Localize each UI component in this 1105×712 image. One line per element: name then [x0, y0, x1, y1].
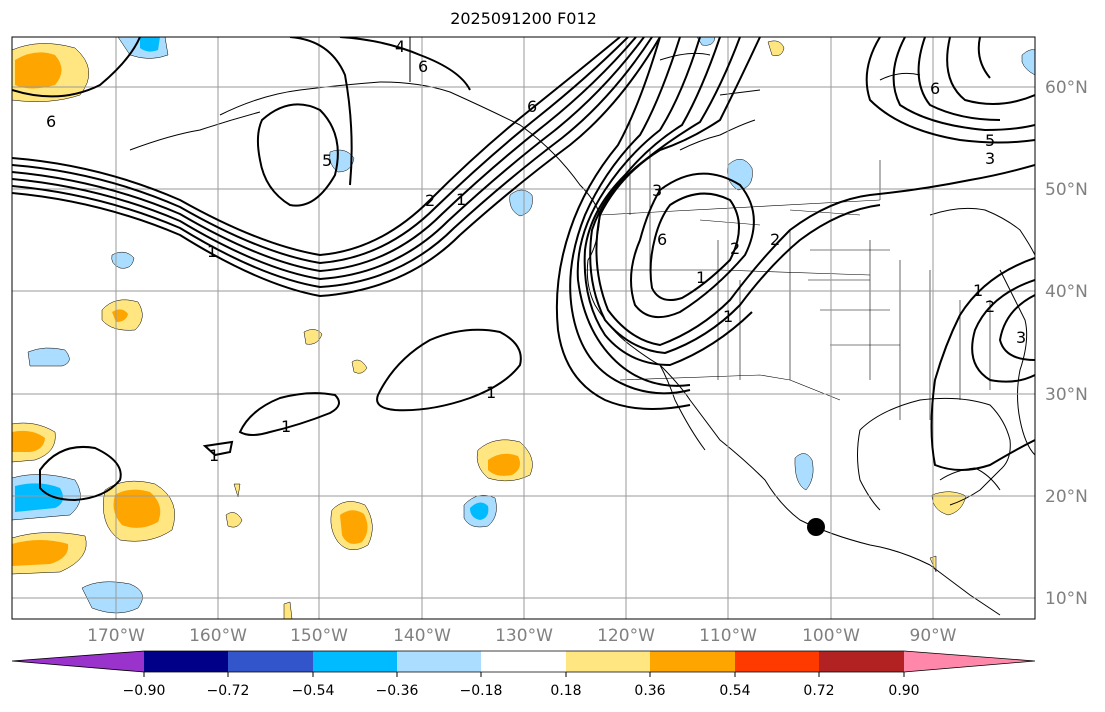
colorbar-segment — [566, 651, 651, 672]
colorbar-segment — [735, 651, 820, 672]
contour-label: 1 — [209, 446, 219, 465]
contour-label: 1 — [207, 242, 217, 261]
longitude-label: 150°W — [290, 626, 348, 646]
colorbar-tick-label: −0.54 — [291, 683, 335, 699]
colorbar-tick-label: 0.54 — [719, 683, 751, 699]
contour-lines — [12, 37, 1035, 502]
contour-label-group: 4 6 6 5 6 2 1 1 1 1 1 1 3 6 2 1 2 6 5 3 … — [46, 37, 1026, 465]
contour-label: 3 — [652, 181, 662, 200]
contour-label: 1 — [696, 268, 706, 287]
colorbar-segment — [481, 651, 566, 672]
contour-label: 1 — [281, 417, 291, 436]
colorbar-tick-label: −0.36 — [375, 683, 419, 699]
contour-label: 1 — [456, 190, 466, 209]
colorbar-left-extend — [12, 651, 144, 672]
contour-label: 2 — [425, 191, 435, 210]
longitude-label: 110°W — [699, 626, 757, 646]
colorbar-tick-label: 0.18 — [550, 683, 582, 699]
contour-label: 6 — [527, 97, 537, 116]
colorbar — [11, 650, 1036, 677]
latitude-label: 60°N — [1045, 78, 1088, 98]
contour-label: 2 — [730, 239, 740, 258]
contour-label: 1 — [486, 383, 496, 402]
latitude-label: 20°N — [1045, 487, 1088, 507]
colorbar-segment — [650, 651, 735, 672]
location-marker — [807, 518, 825, 536]
colorbar-segment — [144, 651, 229, 672]
contour-label: 2 — [985, 297, 995, 316]
colorbar-segment — [397, 651, 482, 672]
latitude-label: 30°N — [1045, 385, 1088, 405]
contour-label: 1 — [723, 307, 733, 326]
latitude-label: 50°N — [1045, 180, 1088, 200]
contour-label: 6 — [930, 79, 940, 98]
contour-label: 2 — [770, 230, 780, 249]
colorbar-segment — [228, 651, 313, 672]
colorbar-tick-label: −0.72 — [206, 683, 250, 699]
longitude-label: 160°W — [189, 626, 247, 646]
longitude-label: 120°W — [597, 626, 655, 646]
longitude-label: 90°W — [909, 626, 957, 646]
longitude-label: 140°W — [393, 626, 451, 646]
contour-label: 5 — [985, 131, 995, 150]
longitude-label: 170°W — [87, 626, 145, 646]
longitude-label: 130°W — [495, 626, 553, 646]
colorbar-tick-label: 0.90 — [888, 683, 920, 699]
map-title: 2025091200 F012 — [450, 9, 597, 28]
colorbar-segment — [819, 651, 904, 672]
contour-label: 6 — [46, 112, 56, 131]
colorbar-tick-label: −0.18 — [459, 683, 503, 699]
colorbar-tick-label: −0.90 — [122, 683, 166, 699]
colorbar-tick-label: 0.72 — [803, 683, 835, 699]
contour-label: 4 — [395, 37, 405, 56]
colorbar-tick-label: 0.36 — [634, 683, 666, 699]
contour-label: 6 — [418, 57, 428, 76]
longitude-label: 100°W — [802, 626, 860, 646]
colorbar-right-extend — [904, 651, 1035, 672]
contour-label: 1 — [973, 281, 983, 300]
contour-label: 3 — [985, 149, 995, 168]
contour-label: 6 — [657, 230, 667, 249]
latitude-label: 10°N — [1045, 589, 1088, 609]
colorbar-segment — [313, 651, 398, 672]
contour-label: 3 — [1016, 328, 1026, 347]
contour-label: 5 — [322, 151, 332, 170]
latitude-label: 40°N — [1045, 282, 1088, 302]
shaded-anomalies — [12, 37, 1035, 619]
map-frame — [11, 36, 1036, 620]
